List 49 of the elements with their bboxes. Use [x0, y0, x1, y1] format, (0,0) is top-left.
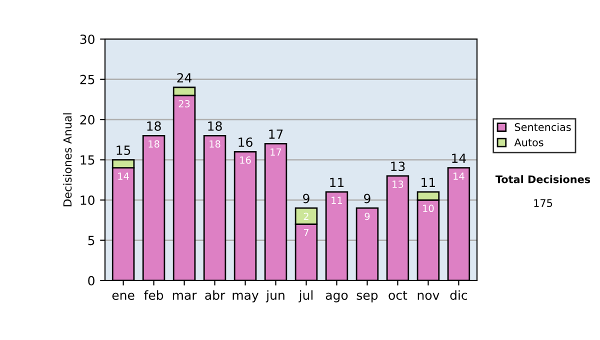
- data-label: 17: [270, 148, 282, 156]
- y-tick-label: 0: [88, 276, 94, 286]
- y-tick-label: 10: [80, 196, 94, 205]
- total-label: 14: [452, 154, 466, 163]
- total-label: 9: [364, 194, 370, 204]
- x-tick-label: feb: [144, 290, 164, 300]
- total-label: 15: [116, 146, 130, 155]
- data-label: 16: [240, 156, 251, 164]
- data-label: 10: [423, 204, 434, 212]
- data-label: 7: [304, 228, 309, 236]
- x-tick-label: ene: [112, 292, 134, 300]
- y-tick-label: 15: [80, 155, 94, 165]
- x-tick-label: dic: [450, 290, 468, 300]
- x-tick-label: abr: [205, 290, 226, 300]
- data-label: 18: [148, 140, 160, 148]
- total-label: 11: [422, 178, 436, 187]
- data-label: 14: [454, 172, 464, 180]
- x-tick-label: sep: [356, 292, 378, 302]
- legend-label: Autos: [514, 138, 544, 146]
- x-tick-label: mar: [172, 292, 197, 300]
- data-label: 9: [364, 212, 370, 220]
- x-tick-label: jun: [266, 290, 284, 302]
- total-label: 11: [330, 178, 344, 187]
- text: Total Decisiones: [495, 175, 590, 184]
- data-label: 2: [304, 212, 308, 220]
- total-label: 13: [391, 162, 405, 172]
- y-tick-label: 25: [80, 74, 94, 84]
- total-label: 16: [238, 137, 252, 147]
- total-label: 18: [147, 121, 161, 131]
- data-label: 14: [118, 172, 129, 180]
- total-label: 18: [208, 121, 222, 131]
- x-tick-label: oct: [388, 290, 408, 300]
- y-tick-label: 20: [80, 115, 94, 124]
- data-label: 18: [210, 140, 220, 148]
- y-axis-title: Decisiones Anual: [63, 113, 72, 206]
- total-label: 24: [177, 73, 192, 82]
- x-tick-label: ago: [326, 292, 348, 302]
- data-label: 11: [332, 196, 342, 204]
- y-tick-label: 5: [88, 236, 94, 246]
- text: 175: [534, 199, 552, 208]
- x-tick-label: may: [232, 292, 259, 302]
- total-label: 17: [269, 130, 283, 139]
- legend-label: Sentencias: [514, 122, 571, 132]
- data-label: 23: [178, 100, 190, 108]
- y-tick-label: 30: [80, 34, 94, 44]
- x-tick-label: nov: [418, 292, 440, 300]
- x-tick-label: jul: [298, 290, 313, 302]
- data-label: 13: [392, 180, 404, 188]
- total-label: 9: [303, 194, 310, 204]
